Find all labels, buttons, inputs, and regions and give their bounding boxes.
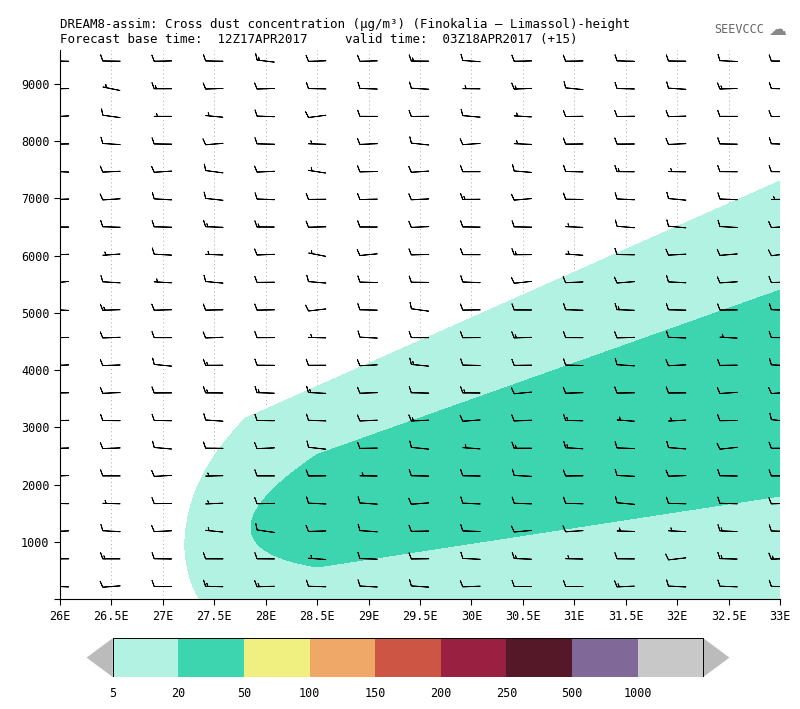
Bar: [310, 638, 375, 677]
Bar: [113, 638, 178, 677]
Text: DREAM8-assim: Cross dust concentration (μg/m³) (Finokalia – Limassol)-height
For: DREAM8-assim: Cross dust concentration (…: [60, 18, 630, 45]
Bar: [375, 638, 441, 677]
Text: ☁: ☁: [768, 21, 786, 39]
Bar: [506, 638, 572, 677]
Text: 50: 50: [237, 687, 251, 700]
Bar: [178, 638, 244, 677]
Text: 20: 20: [171, 687, 186, 700]
Bar: [441, 638, 506, 677]
Text: 150: 150: [365, 687, 386, 700]
Text: 500: 500: [562, 687, 582, 700]
Bar: [572, 638, 638, 677]
Text: 250: 250: [496, 687, 517, 700]
Bar: [638, 638, 703, 677]
Polygon shape: [86, 638, 113, 677]
Text: 1000: 1000: [623, 687, 652, 700]
Text: 200: 200: [430, 687, 451, 700]
Text: 100: 100: [299, 687, 320, 700]
Text: SEEVCCC: SEEVCCC: [714, 23, 764, 36]
Bar: [244, 638, 310, 677]
Polygon shape: [703, 638, 730, 677]
Text: 5: 5: [110, 687, 116, 700]
